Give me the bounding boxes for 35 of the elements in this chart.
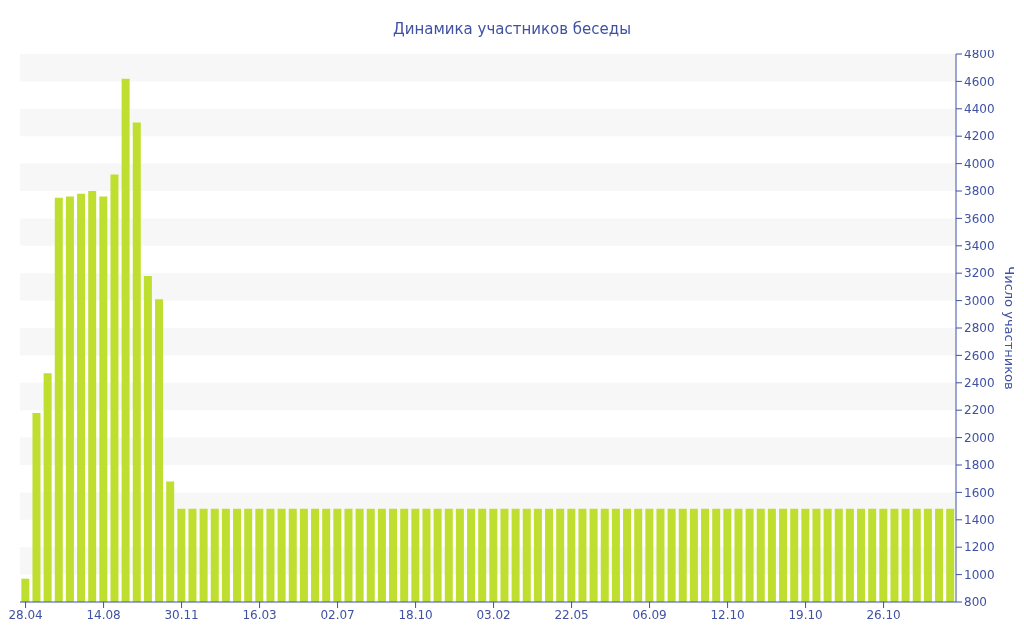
y2-tick-label: 4600 — [964, 74, 995, 89]
x-tick-label: 14.08 — [86, 607, 121, 622]
x-tick-label: 30.11 — [164, 607, 199, 622]
y2-tick-label: 3200 — [964, 266, 995, 281]
y2-tick-label: 1200 — [964, 540, 995, 555]
y2-tick-label: 1800 — [964, 458, 995, 473]
y2-tick-label: 2200 — [964, 403, 995, 418]
y2-tick-label: 800 — [964, 595, 987, 610]
y2-tick-label: 1000 — [964, 567, 995, 582]
x-tick-label: 06.09 — [632, 607, 667, 622]
y2-tick-label: 1600 — [964, 485, 995, 500]
y2-tick-label: 3400 — [964, 239, 995, 254]
x-tick-label: 26.10 — [866, 607, 901, 622]
chart-title: Динамика участников беседы — [392, 20, 632, 38]
y2-tick-label: 4800 — [964, 47, 995, 62]
y2-tick-label: 3800 — [964, 184, 995, 199]
x-tick-label: 02.07 — [320, 607, 355, 622]
x-tick-label: 18.10 — [398, 607, 433, 622]
x-tick-label: 12.10 — [710, 607, 745, 622]
x-tick-label: 22.05 — [554, 607, 589, 622]
x-tick-label: 28.04 — [8, 607, 43, 622]
y2-tick-label: 4000 — [964, 156, 995, 171]
y2-tick-label: 4400 — [964, 102, 995, 117]
y2-tick-label: 4200 — [964, 129, 995, 144]
y2-tick-label: 3600 — [964, 211, 995, 226]
x-tick-label: 16.03 — [242, 607, 277, 622]
y2-tick-label: 1400 — [964, 513, 995, 528]
y2-tick-label: 2800 — [964, 321, 995, 336]
x-tick-label: 19.10 — [788, 607, 823, 622]
x-tick-label: 03.02 — [476, 607, 511, 622]
y2-tick-label: 2600 — [964, 348, 995, 363]
y2-tick-label: 2000 — [964, 430, 995, 445]
y2-tick-label: 2400 — [964, 376, 995, 391]
y2-tick-label: 3000 — [964, 293, 995, 308]
y2-axis-title: Число участников — [1002, 266, 1018, 390]
